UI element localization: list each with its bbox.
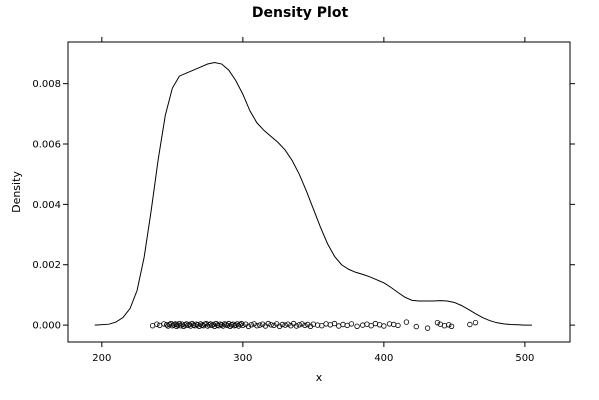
x-tick-label: 500 [515,353,534,364]
y-tick-label: 0.004 [32,200,61,211]
y-tick-label: 0.008 [32,79,61,90]
y-axis-label: Density [10,171,23,213]
rug-point [276,323,283,330]
rug-point [441,323,448,329]
rug-point [237,321,243,328]
rug-point [271,322,277,329]
rug-point [424,325,431,331]
rug-point [403,319,410,325]
rug-point [354,323,360,330]
rug-point [360,322,366,328]
rug-point [305,321,311,328]
rug-point [285,321,291,327]
rug-point [257,322,263,328]
y-tick-label: 0.000 [32,321,61,332]
rug-point [434,319,441,326]
rug-point [293,323,300,329]
x-axis-label: x [316,371,323,384]
rug-point [381,323,387,329]
rug-point [331,320,338,327]
rug-point [251,321,257,327]
rug-point [240,322,246,329]
rug-points [149,319,479,331]
rug-point [472,319,479,326]
rug-point [448,323,455,330]
rug-point [299,321,305,327]
plot-frame [67,41,571,343]
x-tick-label: 400 [374,353,393,364]
rug-point [183,321,190,327]
rug-point [259,321,266,327]
rug-point [245,323,252,330]
y-axis: 0.000 0.002 0.004 0.006 0.008 [32,79,575,332]
y-tick-label: 0.002 [32,260,61,271]
rug-point [323,321,329,327]
chart-title: Density Plot [252,5,349,21]
rug-point [154,321,160,327]
rug-point [282,322,288,328]
rug-point [248,322,255,328]
rug-point [268,322,274,328]
rug-point [161,321,167,327]
rug-point [467,321,473,328]
density-curve [94,62,532,326]
rug-point [265,320,271,327]
rug-point [395,322,401,329]
x-tick-label: 300 [233,353,252,364]
rug-point [296,322,302,328]
x-tick-label: 200 [92,353,111,364]
rug-point [302,322,308,329]
rug-point [413,323,419,330]
y-tick-label: 0.006 [32,140,61,151]
rug-point [340,321,346,328]
rug-point [348,321,355,327]
x-axis: 200 300 400 500 [92,37,534,364]
rug-point [368,323,374,329]
rug-point [207,321,214,327]
rug-point [254,323,260,329]
rug-point [446,322,452,328]
rug-point [279,321,286,328]
